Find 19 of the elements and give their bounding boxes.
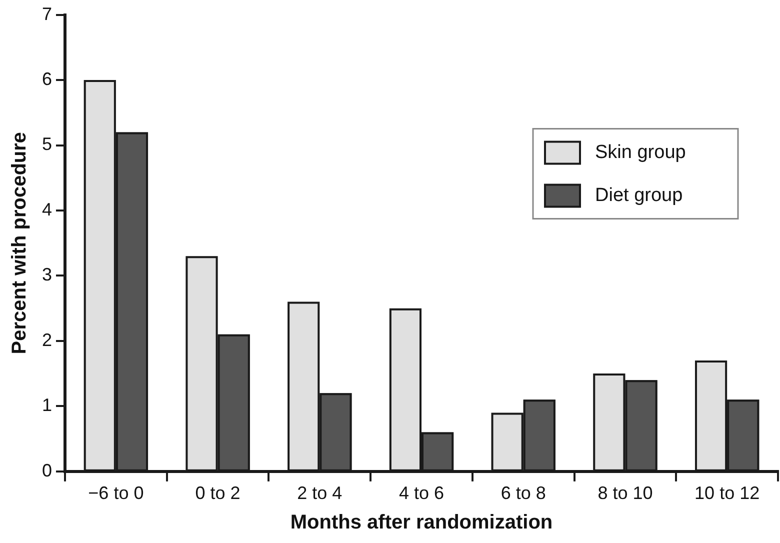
legend-label: Diet group: [595, 185, 683, 206]
y-axis-title: Percent with procedure: [8, 132, 31, 354]
y-tick-label: 1: [42, 395, 52, 416]
y-tick-label: 4: [42, 199, 52, 220]
y-tick-label: 2: [42, 330, 52, 350]
x-tick-label: 4 to 6: [398, 483, 444, 504]
x-tick-label: 0 to 2: [195, 483, 240, 504]
legend-label: Skin group: [595, 142, 686, 164]
y-tick-label: 6: [42, 68, 52, 89]
x-tick-label: 8 to 10: [598, 483, 653, 504]
y-tick-label: 3: [42, 264, 52, 285]
y-tick-label: 0: [42, 460, 52, 480]
x-tick-label: 10 to 12: [694, 483, 760, 504]
x-tick-label: 6 to 8: [500, 483, 546, 504]
x-tick-label: −6 to 0: [88, 483, 144, 504]
x-axis-title: Months after randomization: [290, 512, 553, 534]
y-tick-label: 5: [42, 134, 52, 154]
x-tick-label: 2 to 4: [297, 483, 342, 504]
y-tick-label: 7: [42, 4, 52, 24]
